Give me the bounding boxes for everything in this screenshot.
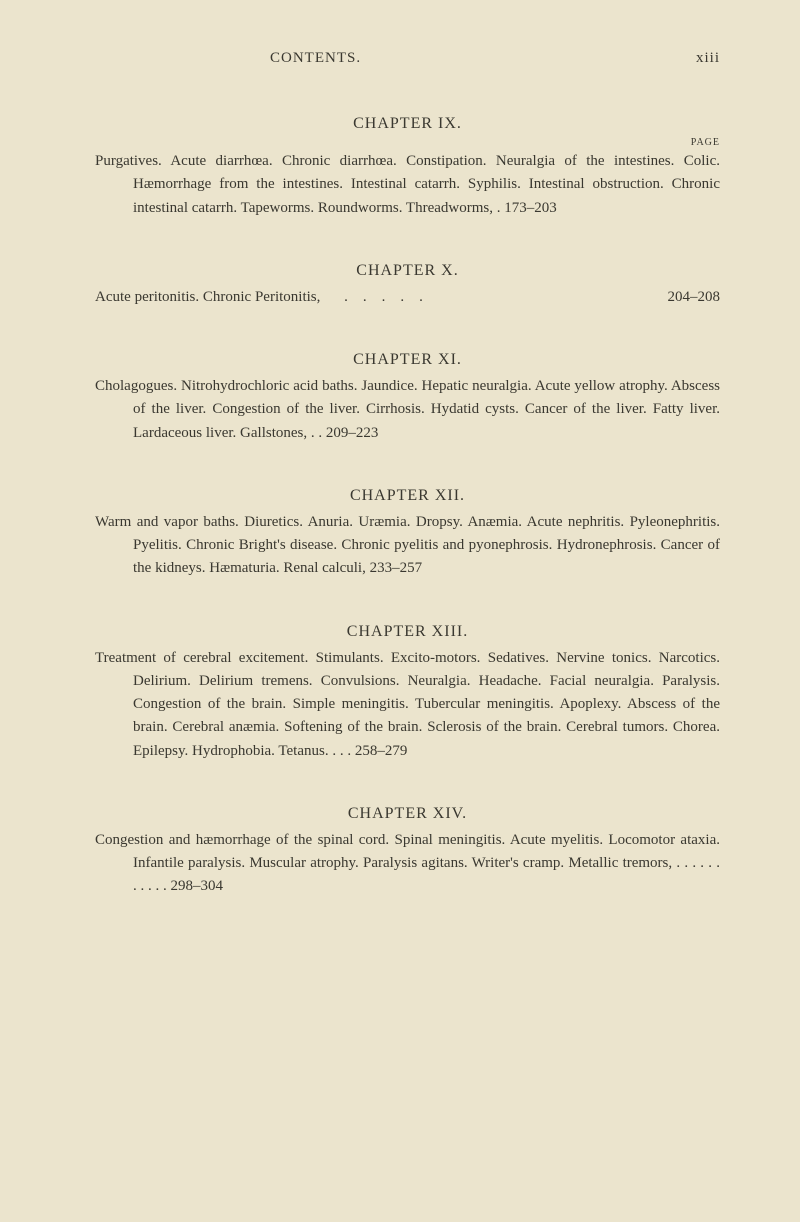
page-header: CONTENTS. xiii <box>95 50 720 67</box>
running-head: CONTENTS. <box>270 50 361 67</box>
entry-body: Treatment of cerebral excitement. Stimul… <box>95 650 720 759</box>
chapter-title: CHAPTER XIV. <box>95 805 720 823</box>
page-label: PAGE <box>95 137 720 148</box>
chapter-xii: CHAPTER XII. Warm and vapor baths. Diure… <box>95 487 720 581</box>
chapter-ix: CHAPTER IX. PAGE Purgatives. Acute diarr… <box>95 115 720 220</box>
chapter-title: CHAPTER IX. <box>95 115 720 133</box>
entry-pages: 209–223 <box>326 425 379 441</box>
chapter-title: CHAPTER X. <box>95 262 720 280</box>
chapter-entry: Purgatives. Acute diarrhœa. Chronic diar… <box>95 150 720 220</box>
entry-dots: . . . . . <box>344 289 423 305</box>
chapter-title: CHAPTER XI. <box>95 351 720 369</box>
chapter-xiv: CHAPTER XIV. Congestion and hæmorrhage o… <box>95 805 720 899</box>
entry-pages: 173–203 <box>504 200 557 216</box>
entry-body: Cholagogues. Nitrohydrochloric acid bath… <box>95 378 720 441</box>
chapter-title: CHAPTER XII. <box>95 487 720 505</box>
entry-pages: 204–208 <box>668 286 721 309</box>
chapter-entry: Acute peritonitis. Chronic Peritonitis, … <box>95 286 720 309</box>
chapter-xiii: CHAPTER XIII. Treatment of cerebral exci… <box>95 623 720 763</box>
entry-pages: 258–279 <box>355 743 408 759</box>
chapter-title: CHAPTER XIII. <box>95 623 720 641</box>
chapter-entry: Congestion and hæmorrhage of the spinal … <box>95 829 720 899</box>
entry-pages: 298–304 <box>171 878 224 894</box>
page-number: xiii <box>696 50 720 67</box>
entry-pages: 233–257 <box>370 560 423 576</box>
entry-body: Purgatives. Acute diarrhœa. Chronic diar… <box>95 153 720 216</box>
chapter-xi: CHAPTER XI. Cholagogues. Nitrohydrochlor… <box>95 351 720 445</box>
entry-body: Acute peritonitis. Chronic Peritonitis, <box>95 289 320 305</box>
chapter-x: CHAPTER X. Acute peritonitis. Chronic Pe… <box>95 262 720 309</box>
chapter-entry: Warm and vapor baths. Diuretics. Anuria.… <box>95 511 720 581</box>
chapter-entry: Cholagogues. Nitrohydrochloric acid bath… <box>95 375 720 445</box>
chapter-entry: Treatment of cerebral excitement. Stimul… <box>95 647 720 763</box>
